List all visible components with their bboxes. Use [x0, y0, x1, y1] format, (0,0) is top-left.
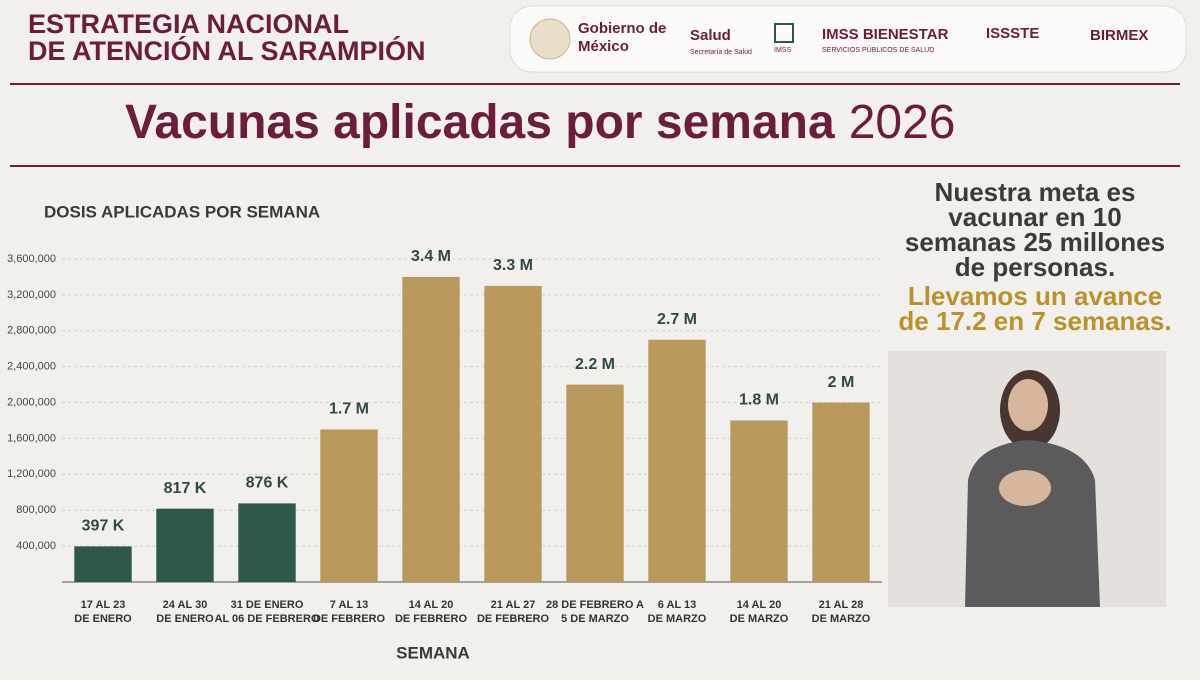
x-tick-label: DE MARZO [812, 613, 871, 625]
logo-text: IMSS BIENESTAR [822, 26, 949, 43]
bar [238, 503, 296, 582]
bar [320, 429, 378, 582]
x-tick-label: DE ENERO [74, 613, 132, 625]
x-tick-label: 6 AL 13 [658, 599, 697, 611]
side-text: Llevamos un avance [908, 281, 1162, 311]
x-tick-label: 5 DE MARZO [561, 613, 629, 625]
imss-icon [774, 23, 794, 43]
y-tick-label: 1,600,000 [7, 432, 56, 444]
data-label: 3.3 M [493, 257, 533, 274]
x-tick-label: 24 AL 30 [163, 599, 208, 611]
title-year: 2026 [849, 96, 956, 149]
logo-text: SERVICIOS PÚBLICOS DE SALUD [822, 45, 934, 54]
chart-title: Vacunas aplicadas por semana 2026 [125, 96, 955, 149]
y-tick-label: 3,600,000 [7, 253, 56, 265]
y-tick-label: 800,000 [16, 504, 56, 516]
y-tick-label: 2,800,000 [7, 325, 56, 337]
x-tick-label: DE FEBRERO [313, 613, 386, 625]
bar [812, 402, 870, 582]
x-tick-label: 7 AL 13 [330, 599, 369, 611]
side-text: vacunar en 10 [948, 202, 1121, 232]
y-tick-label: 3,200,000 [7, 289, 56, 301]
side-text: de personas. [955, 252, 1115, 282]
x-tick-label: 31 DE ENERO [231, 599, 304, 611]
bar [402, 276, 460, 582]
data-label: 2 M [828, 374, 855, 391]
bar [74, 546, 132, 582]
logo-text: Salud [690, 27, 731, 44]
header-line: DE ATENCIÓN AL SARAMPIÓN [28, 35, 426, 66]
x-tick-label: 14 AL 20 [409, 599, 454, 611]
x-tick-label: 21 AL 28 [819, 599, 864, 611]
y-tick-label: 400,000 [16, 540, 56, 552]
x-tick-label: 28 DE FEBRERO A [546, 599, 644, 611]
data-label: 3.4 M [411, 248, 451, 265]
bar [156, 508, 214, 582]
data-label: 1.8 M [739, 392, 779, 409]
data-label: 397 K [82, 518, 125, 535]
x-tick-label: 21 AL 27 [491, 599, 536, 611]
data-label: 2.7 M [657, 311, 697, 328]
data-label: 1.7 M [329, 401, 369, 418]
x-tick-label: 17 AL 23 [81, 599, 126, 611]
side-text: Nuestra meta es [935, 177, 1136, 207]
y-tick-label: 2,400,000 [7, 361, 56, 373]
x-tick-label: AL 06 DE FEBRERO [215, 613, 320, 625]
bar [484, 285, 542, 582]
side-text: de 17.2 en 7 semanas. [898, 306, 1171, 336]
y-tick-label: 2,000,000 [7, 396, 56, 408]
data-label: 817 K [164, 480, 207, 497]
x-tick-label: DE FEBRERO [395, 613, 468, 625]
title-main: Vacunas aplicadas por semana [125, 96, 835, 149]
interpreter-body [965, 440, 1100, 607]
header-line: ESTRATEGIA NACIONAL [28, 9, 349, 39]
logo-text: Gobierno de [578, 20, 666, 37]
x-tick-label: DE ENERO [156, 613, 214, 625]
y-tick-label: 1,200,000 [7, 468, 56, 480]
x-tick-label: 14 AL 20 [737, 599, 782, 611]
bar [566, 384, 624, 582]
logo-bar [509, 5, 1187, 73]
logo-text: ISSSTE [986, 25, 1039, 42]
logo-text: BIRMEX [1090, 27, 1148, 44]
data-label: 876 K [246, 475, 289, 492]
y-axis-label: DOSIS APLICADAS POR SEMANA [44, 202, 320, 221]
x-tick-label: DE MARZO [730, 613, 789, 625]
data-label: 2.2 M [575, 356, 615, 373]
seal [529, 18, 571, 60]
logo-text: IMSS [774, 47, 791, 54]
interpreter-face [1008, 379, 1048, 431]
side-text: semanas 25 millones [905, 227, 1165, 257]
bar [730, 420, 788, 582]
x-tick-label: DE MARZO [648, 613, 707, 625]
logo-text: Secretaría de Salud [690, 49, 752, 56]
x-tick-label: DE FEBRERO [477, 613, 550, 625]
interpreter-hands [999, 470, 1051, 506]
logo-text: México [578, 38, 629, 55]
x-axis-label: SEMANA [396, 643, 470, 662]
bar [648, 339, 706, 582]
